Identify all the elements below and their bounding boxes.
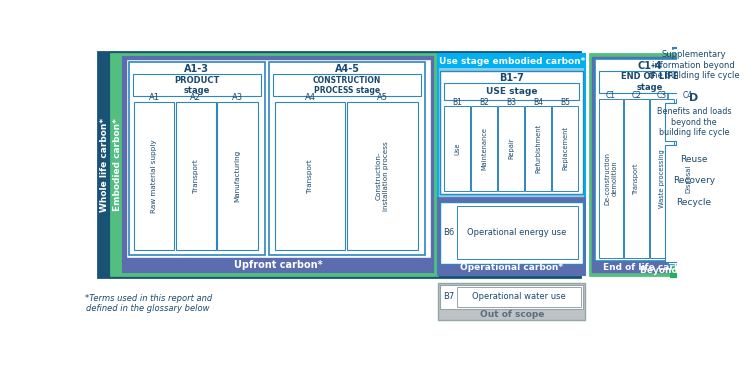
Text: C4: C4 — [683, 91, 693, 100]
Text: Supplementary
information beyond
the building life cycle: Supplementary information beyond the bui… — [648, 50, 739, 80]
Text: Out of scope: Out of scope — [480, 310, 544, 319]
Bar — [456, 206, 578, 259]
Bar — [624, 99, 648, 258]
Text: C3: C3 — [657, 91, 667, 100]
Bar — [669, 91, 720, 265]
Text: C1-4: C1-4 — [638, 61, 663, 71]
Bar — [441, 201, 583, 264]
Text: A2: A2 — [190, 93, 202, 102]
Bar — [441, 285, 583, 309]
Text: Transport: Transport — [633, 163, 639, 194]
Text: Recovery: Recovery — [673, 176, 715, 185]
Bar — [593, 57, 708, 272]
Bar — [676, 99, 700, 258]
Bar — [438, 283, 585, 320]
Text: B5: B5 — [560, 98, 570, 107]
Text: Replacement: Replacement — [562, 126, 568, 170]
Text: Manufacturing: Manufacturing — [235, 150, 241, 202]
Bar — [438, 54, 585, 68]
Text: Upfront carbon*: Upfront carbon* — [234, 260, 323, 270]
Text: Reuse: Reuse — [680, 155, 708, 164]
Text: Whole life carbon*: Whole life carbon* — [99, 118, 108, 211]
Bar — [673, 48, 714, 277]
Bar — [133, 74, 261, 96]
Bar — [438, 198, 585, 275]
Bar — [666, 103, 723, 141]
Text: Embodied carbon*: Embodied carbon* — [113, 118, 122, 211]
Text: Disposal: Disposal — [685, 164, 691, 193]
Text: Raw material supply: Raw material supply — [151, 139, 157, 213]
Text: B6: B6 — [444, 228, 454, 237]
Text: A1: A1 — [149, 93, 160, 102]
Bar — [472, 106, 496, 191]
Bar — [123, 57, 433, 272]
Text: Construction-
installation process: Construction- installation process — [376, 141, 389, 211]
Bar — [273, 74, 421, 96]
Text: Refurbishment: Refurbishment — [535, 124, 541, 173]
Bar — [441, 70, 583, 194]
Bar — [217, 102, 257, 250]
Text: Benefits and loads
beyond the
building life cycle: Benefits and loads beyond the building l… — [656, 107, 731, 137]
Text: CONSTRUCTION
PROCESS stage: CONSTRUCTION PROCESS stage — [313, 75, 381, 95]
Bar — [650, 99, 675, 258]
Text: B3: B3 — [506, 98, 516, 107]
Text: Beyond the lifecycle*: Beyond the lifecycle* — [640, 265, 748, 275]
Text: END OF LIFE
stage: END OF LIFE stage — [621, 72, 679, 92]
Text: Operational energy use: Operational energy use — [468, 228, 567, 237]
Text: C1: C1 — [605, 91, 616, 100]
Text: B1-7: B1-7 — [499, 72, 524, 82]
Text: D: D — [690, 93, 699, 103]
Bar — [274, 102, 345, 250]
Text: USE stage: USE stage — [486, 87, 538, 96]
Text: Use: Use — [454, 142, 460, 155]
Text: Repair: Repair — [508, 137, 514, 159]
Bar — [347, 102, 418, 250]
Bar — [666, 145, 723, 262]
Bar — [438, 54, 585, 275]
Text: A1-3: A1-3 — [184, 64, 209, 74]
Bar — [456, 287, 581, 307]
Bar — [599, 99, 623, 258]
Text: Transport: Transport — [307, 159, 313, 193]
Bar — [135, 102, 174, 250]
Text: Maintenance: Maintenance — [481, 127, 487, 170]
Bar — [525, 106, 550, 191]
Text: De-construction
demolition: De-construction demolition — [604, 152, 617, 205]
Text: End of life carbon*: End of life carbon* — [603, 263, 697, 272]
Bar — [111, 54, 437, 275]
Text: A4: A4 — [305, 93, 316, 102]
Text: C2: C2 — [632, 91, 641, 100]
Text: Operational water use: Operational water use — [472, 293, 566, 301]
Text: PRODUCT
stage: PRODUCT stage — [174, 75, 220, 95]
Text: B4: B4 — [533, 98, 543, 107]
Bar — [444, 106, 470, 191]
Bar — [499, 106, 523, 191]
Bar — [129, 62, 265, 255]
Bar — [444, 83, 579, 100]
Text: Waste processing: Waste processing — [660, 149, 666, 208]
Text: A5: A5 — [377, 93, 388, 102]
Text: B1: B1 — [452, 98, 462, 107]
Bar — [269, 62, 425, 255]
Bar — [126, 59, 431, 258]
Bar — [590, 54, 710, 275]
Bar — [176, 102, 216, 250]
Bar — [599, 71, 702, 93]
Text: Use stage embodied carbon*: Use stage embodied carbon* — [438, 57, 585, 66]
Text: A3: A3 — [232, 93, 243, 102]
Text: B7: B7 — [444, 293, 454, 301]
Bar — [671, 88, 717, 277]
Text: Recycle: Recycle — [676, 198, 711, 207]
Bar — [595, 59, 705, 261]
Text: A4-5: A4-5 — [335, 64, 359, 74]
Bar — [552, 106, 578, 191]
Bar — [98, 52, 580, 277]
Text: B2: B2 — [479, 98, 489, 107]
Text: *Terms used in this report and
defined in the glossary below: *Terms used in this report and defined i… — [85, 294, 212, 313]
Text: Operational carbon*: Operational carbon* — [460, 263, 563, 272]
Text: Transport: Transport — [193, 159, 199, 193]
